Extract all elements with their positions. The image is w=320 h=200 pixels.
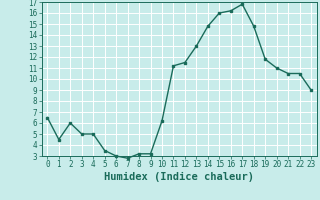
X-axis label: Humidex (Indice chaleur): Humidex (Indice chaleur) [104, 172, 254, 182]
